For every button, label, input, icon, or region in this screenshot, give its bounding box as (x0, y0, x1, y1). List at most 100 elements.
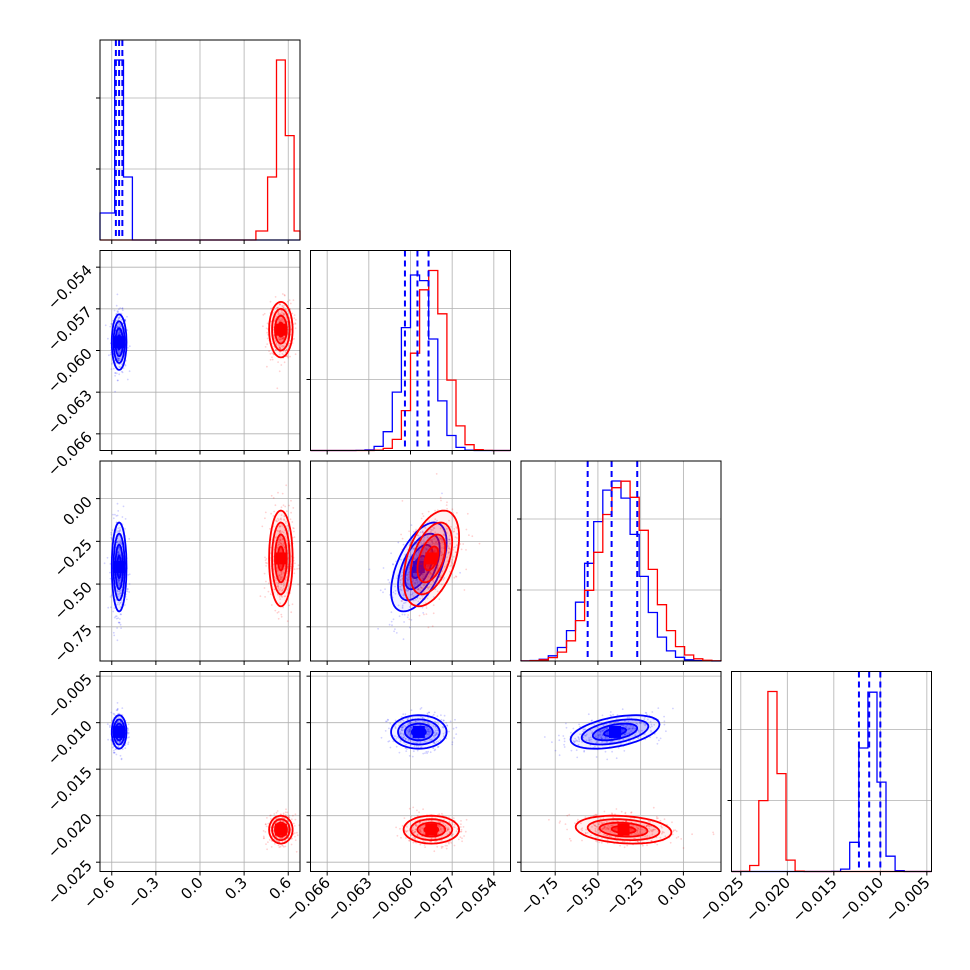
blue-sample-point (401, 604, 404, 607)
red-sample-point (594, 813, 597, 816)
red-peak-bin (425, 552, 438, 565)
red-sample-point (290, 838, 293, 840)
blue-sample-point (606, 736, 609, 739)
blue-sample-point (443, 735, 445, 737)
red-sample-point (465, 568, 468, 571)
red-sample-point (414, 530, 417, 532)
red-sample-point (279, 539, 282, 542)
blue-sample-point (410, 727, 413, 729)
blue-sample-point (400, 558, 403, 561)
red-sample-point (431, 540, 433, 543)
blue-sample-point (434, 748, 437, 751)
blue-sample-point (115, 615, 118, 617)
blue-sample-point (121, 309, 124, 312)
blue-sample-point (392, 591, 395, 594)
red-sample-point (269, 593, 272, 595)
red-sample-point (278, 526, 281, 528)
red-sample-point (279, 320, 281, 322)
red-sample-point (266, 343, 269, 345)
red-sample-point (274, 296, 277, 298)
red-sample-point (268, 582, 270, 585)
red-sample-point (283, 304, 285, 307)
blue-sample-point (643, 718, 646, 720)
red-sample-point (283, 564, 286, 567)
red-sample-point (680, 838, 683, 840)
blue-sample-point (412, 599, 415, 602)
red-sample-point (456, 537, 458, 539)
red-sample-point (451, 823, 454, 826)
red-sample-point (605, 827, 608, 829)
red-sample-point (430, 532, 432, 535)
blue-sample-point (543, 736, 546, 738)
blue-sample-point (117, 740, 119, 743)
blue-sample-point (621, 708, 624, 711)
blue-sample-point (118, 357, 121, 360)
blue-sample-point (421, 543, 423, 546)
panel-content (104, 293, 300, 393)
blue-sample-point (117, 540, 120, 543)
blue-sample-point (118, 579, 121, 581)
red-sample-point (270, 307, 272, 310)
blue-sample-point (119, 602, 121, 604)
blue-sample-point (115, 748, 118, 751)
blue-sample-point (590, 719, 593, 722)
blue-sample-point (604, 737, 607, 740)
red-sample-point (281, 837, 283, 840)
blue-sample-point (451, 741, 454, 743)
blue-sample-point (584, 728, 587, 730)
red-sample-point (452, 548, 455, 551)
red-sample-point (263, 572, 266, 575)
blue-sample-point (418, 550, 420, 553)
red-sample-point (674, 829, 677, 831)
red-sample-point (266, 331, 268, 334)
red-sample-point (273, 813, 276, 815)
blue-sample-point (414, 581, 417, 584)
blue-sample-point (415, 578, 418, 581)
red-sample-point (289, 321, 292, 324)
blue-sample-point (428, 727, 431, 730)
red-sample-point (431, 625, 434, 628)
blue-sample-point (399, 720, 401, 723)
blue-sample-point (659, 737, 662, 740)
red-sample-point (478, 542, 481, 545)
red-sample-point (427, 510, 430, 513)
blue-sample-point (403, 602, 405, 605)
blue-sample-point (456, 533, 459, 535)
blue-sample-point (589, 736, 592, 739)
red-sample-point (292, 299, 295, 301)
red-sample-point (419, 568, 422, 571)
blue-sample-point (393, 630, 395, 633)
blue-sample-point (432, 596, 435, 598)
blue-sample-point (602, 729, 605, 732)
red-sample-point (271, 358, 274, 361)
red-sample-point (281, 309, 283, 312)
red-sample-point (448, 831, 451, 833)
blue-sample-point (403, 621, 405, 623)
red-sample-point (594, 827, 597, 830)
blue-sample-point (116, 721, 119, 724)
blue-sample-point (116, 540, 119, 543)
blue-sample-point (577, 737, 580, 739)
blue-sample-point (423, 536, 425, 539)
red-sample-point (278, 543, 280, 546)
blue-sample-point (413, 557, 416, 559)
red-sample-point (413, 581, 416, 584)
blue-sample-point (406, 616, 409, 619)
blue-sample-point (117, 553, 119, 556)
red-sample-point (282, 585, 285, 587)
red-sample-point (416, 834, 419, 837)
red-sample-point (287, 815, 290, 818)
red-sample-point (281, 538, 284, 541)
blue-sample-point (124, 518, 127, 520)
blue-sample-point (395, 560, 397, 563)
blue-sample-point (427, 722, 429, 725)
blue-sample-point (570, 731, 572, 734)
red-sample-point (269, 358, 272, 361)
blue-sample-point (394, 589, 397, 592)
panel-content (543, 707, 715, 849)
red-sample-point (280, 583, 283, 586)
blue-sample-point (109, 563, 112, 565)
blue-sample-point (422, 612, 425, 614)
red-sample-point (285, 808, 287, 811)
blue-sample-point (551, 741, 553, 744)
